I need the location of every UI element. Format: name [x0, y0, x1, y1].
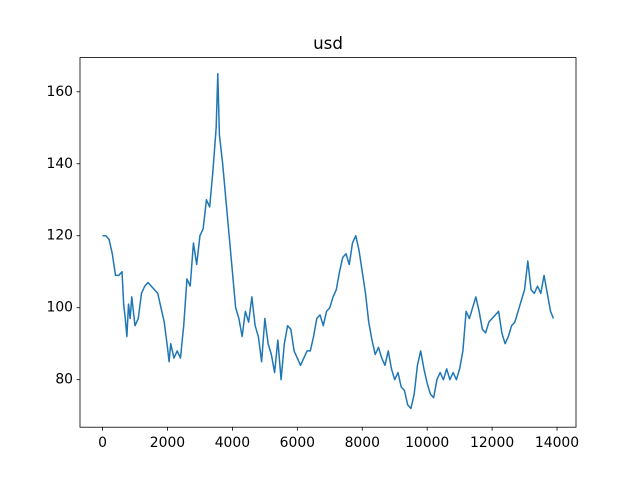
x-tick-label: 0	[98, 435, 107, 451]
x-tick-label: 10000	[405, 435, 449, 451]
x-tick-label: 12000	[470, 435, 514, 451]
y-tick-label: 80	[55, 372, 73, 388]
x-tick-label: 6000	[280, 435, 315, 451]
data-line	[102, 73, 555, 410]
y-tick-label: 120	[46, 228, 73, 244]
y-tick-label: 160	[46, 84, 73, 100]
y-tick-label: 100	[46, 300, 73, 316]
x-tick-label: 2000	[150, 435, 185, 451]
x-tick-label: 4000	[215, 435, 250, 451]
axes-frame	[79, 57, 577, 428]
x-tick-label: 14000	[535, 435, 579, 451]
chart-title: usd	[313, 33, 343, 53]
y-tick-label: 140	[46, 156, 73, 172]
x-tick-label: 8000	[345, 435, 380, 451]
